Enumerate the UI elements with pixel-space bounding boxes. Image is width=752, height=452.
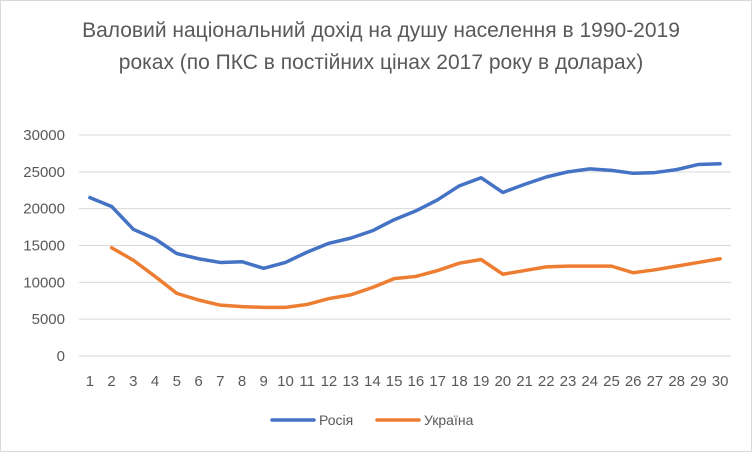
chart-title: Валовий національний дохід на душу насел…	[82, 19, 680, 74]
x-tick-label: 10	[277, 373, 294, 390]
x-tick-label: 29	[690, 373, 707, 390]
x-tick-label: 27	[647, 373, 664, 390]
x-tick-label: 2	[107, 373, 115, 390]
x-tick-label: 24	[581, 373, 598, 390]
x-tick-label: 22	[538, 373, 555, 390]
x-tick-label: 18	[451, 373, 468, 390]
x-tick-label: 30	[712, 373, 729, 390]
y-tick-label: 15000	[23, 238, 65, 255]
x-axis: 1 2 3 4 5 6 7 8 9 10 11 12 13 14 15 16 17 18 19 20 21 22 23 24 2…	[86, 373, 729, 390]
x-tick-label: 19	[473, 373, 490, 390]
y-tick-label: 20000	[23, 201, 65, 218]
y-tick-label: 10000	[23, 274, 65, 291]
x-tick-label: 15	[386, 373, 403, 390]
x-tick-label: 23	[560, 373, 577, 390]
y-tick-label: 30000	[23, 127, 65, 144]
x-tick-label: 6	[194, 373, 202, 390]
x-tick-label: 17	[429, 373, 446, 390]
legend-label: Україна	[424, 412, 474, 428]
series	[88, 161, 722, 310]
x-tick-label: 3	[129, 373, 137, 390]
grid	[79, 134, 731, 357]
x-tick-label: 25	[603, 373, 620, 390]
x-tick-label: 14	[364, 373, 381, 390]
series-line-1	[109, 245, 722, 310]
x-tick-label: 9	[260, 373, 268, 390]
series-line-0	[88, 161, 722, 271]
x-tick-label: 4	[151, 373, 159, 390]
x-tick-label: 28	[668, 373, 685, 390]
legend-label: Росія	[319, 412, 353, 428]
x-tick-label: 13	[342, 373, 359, 390]
x-tick-label: 7	[216, 373, 224, 390]
y-tick-label: 25000	[23, 164, 65, 181]
y-tick-label: 0	[57, 348, 65, 365]
x-tick-label: 26	[625, 373, 642, 390]
y-axis: 0 5000 10000 15000 20000 25000 30000	[23, 127, 65, 365]
x-tick-label: 8	[238, 373, 246, 390]
x-tick-label: 12	[321, 373, 338, 390]
x-tick-label: 5	[173, 373, 181, 390]
x-tick-label: 11	[299, 373, 315, 390]
x-tick-label: 16	[408, 373, 425, 390]
x-tick-label: 21	[516, 373, 533, 390]
y-tick-label: 5000	[32, 311, 65, 328]
x-tick-label: 1	[86, 373, 94, 390]
x-tick-label: 20	[494, 373, 511, 390]
legend: Росія Україна	[270, 412, 474, 428]
